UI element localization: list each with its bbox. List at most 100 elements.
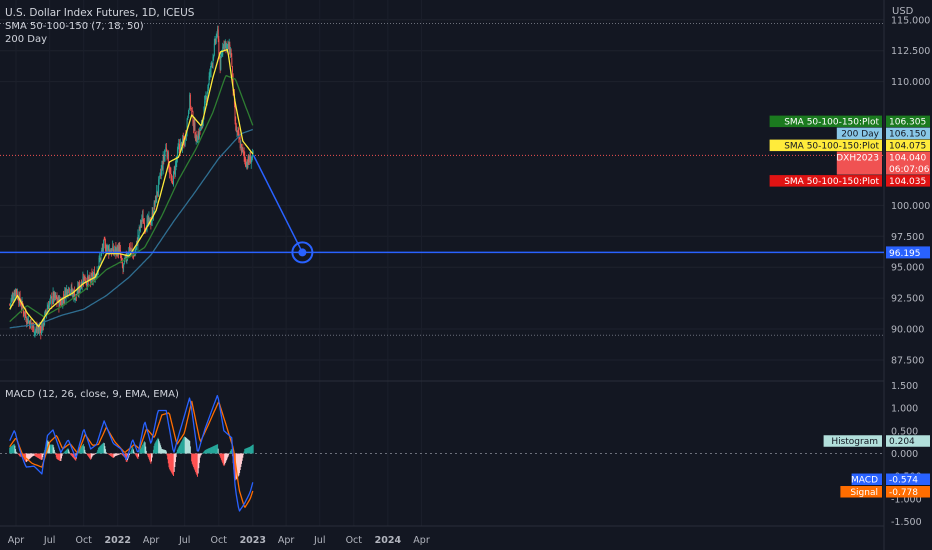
- candle-body: [178, 143, 180, 148]
- candle-body: [100, 253, 102, 260]
- histogram-bar: [167, 453, 169, 460]
- candle-body: [180, 141, 182, 143]
- target-marker-dot[interactable]: [298, 248, 307, 257]
- histogram-bar: [79, 448, 81, 454]
- candle-body: [57, 296, 59, 302]
- histogram-bar: [219, 453, 220, 455]
- histogram-bar: [182, 438, 184, 454]
- candle-body: [42, 319, 44, 331]
- macd-badge-label-bg: [840, 486, 882, 498]
- candle-body: [156, 191, 158, 194]
- histogram-bar: [207, 448, 209, 454]
- candle-body: [222, 46, 224, 48]
- candle-body: [214, 38, 216, 44]
- histogram-bar: [208, 448, 210, 454]
- histogram-bar: [66, 449, 68, 454]
- histogram-bar: [234, 453, 236, 479]
- trend-line-drawing[interactable]: [252, 155, 304, 253]
- price-badges: SMA 50-100-150:Plot 106.305 200 Day 106.150…: [769, 115, 930, 259]
- histogram-bar: [115, 453, 117, 456]
- candle-body: [68, 288, 70, 294]
- candle-body: [182, 138, 184, 142]
- histogram-bar: [29, 453, 31, 459]
- price-tick-label: 95.000: [891, 263, 924, 274]
- histogram-bar: [195, 453, 197, 474]
- candle-body: [141, 217, 143, 222]
- histogram-bar: [176, 449, 178, 454]
- candle-body: [194, 122, 196, 138]
- candle-body: [211, 63, 213, 65]
- candle-body: [118, 246, 119, 255]
- histogram-bar: [150, 453, 152, 464]
- candle-body: [220, 55, 222, 57]
- candle-body: [26, 321, 27, 324]
- candle-body: [46, 307, 48, 312]
- histogram-bar: [228, 453, 230, 456]
- histogram-bar: [58, 453, 60, 461]
- histogram-bar: [130, 451, 132, 454]
- histogram-bar: [34, 453, 36, 457]
- candle-body: [39, 327, 40, 331]
- histogram-bar: [63, 452, 65, 454]
- histogram-bar: [189, 440, 191, 454]
- candle-body: [127, 255, 129, 258]
- candle-body: [244, 157, 246, 159]
- candle-body: [103, 238, 105, 241]
- histogram-bar: [173, 453, 175, 476]
- badge-value-bg: [886, 127, 930, 140]
- histogram-bar: [72, 453, 74, 458]
- price-tick-label: 112.500: [891, 46, 930, 57]
- price-axis-ticks: 115.000 112.500 110.000 100.000 97.500 95.000…: [891, 15, 930, 366]
- candle-body: [161, 165, 163, 172]
- histogram-bar: [152, 449, 154, 454]
- badge-value-bg: [886, 151, 930, 175]
- candle-body: [160, 174, 162, 175]
- target-marker-ring[interactable]: [291, 241, 314, 264]
- histogram-bar: [110, 453, 112, 457]
- histogram-bar: [217, 444, 219, 454]
- price-tick-label: 100.000: [891, 201, 930, 212]
- candle-body: [209, 71, 211, 72]
- histogram-bar: [222, 453, 224, 465]
- time-tick-label: Jul: [313, 535, 325, 546]
- histogram-bar: [195, 453, 197, 472]
- candle-body: [66, 289, 68, 292]
- histogram-bar: [125, 453, 127, 460]
- candle-body: [167, 152, 169, 166]
- histogram-bar: [209, 447, 211, 454]
- hline-value-bg: [886, 246, 930, 259]
- histogram-bar: [151, 453, 153, 462]
- candle-body: [57, 300, 59, 302]
- candle-body: [103, 239, 105, 251]
- histogram-bar: [188, 440, 190, 454]
- histogram-bar: [176, 452, 178, 454]
- drawings[interactable]: [0, 155, 884, 264]
- candle-body: [64, 290, 66, 299]
- histogram-bar: [237, 453, 239, 477]
- candle-body: [187, 112, 189, 116]
- candle-body: [125, 254, 127, 260]
- histogram-bar: [64, 451, 66, 454]
- candle-body: [196, 135, 198, 142]
- candle-body: [225, 41, 227, 50]
- candle-body: [108, 247, 110, 254]
- candle-body: [217, 29, 219, 40]
- histogram-bar: [202, 452, 204, 454]
- candle-body: [195, 136, 196, 141]
- candle-body: [123, 263, 125, 267]
- candle-body: [237, 131, 239, 132]
- histogram-bar: [106, 453, 108, 454]
- candle-body: [50, 297, 51, 299]
- candle-body: [63, 299, 65, 301]
- histogram-bar: [145, 446, 147, 454]
- candle-body: [174, 170, 176, 173]
- price-tick-label: 90.000: [891, 325, 924, 336]
- candle-body: [126, 257, 128, 262]
- candle-body: [72, 291, 73, 293]
- candle-body: [248, 156, 250, 162]
- histogram-bar: [152, 453, 154, 454]
- candle-body: [93, 273, 95, 277]
- histogram-bar: [225, 453, 227, 462]
- candle-body: [159, 173, 161, 176]
